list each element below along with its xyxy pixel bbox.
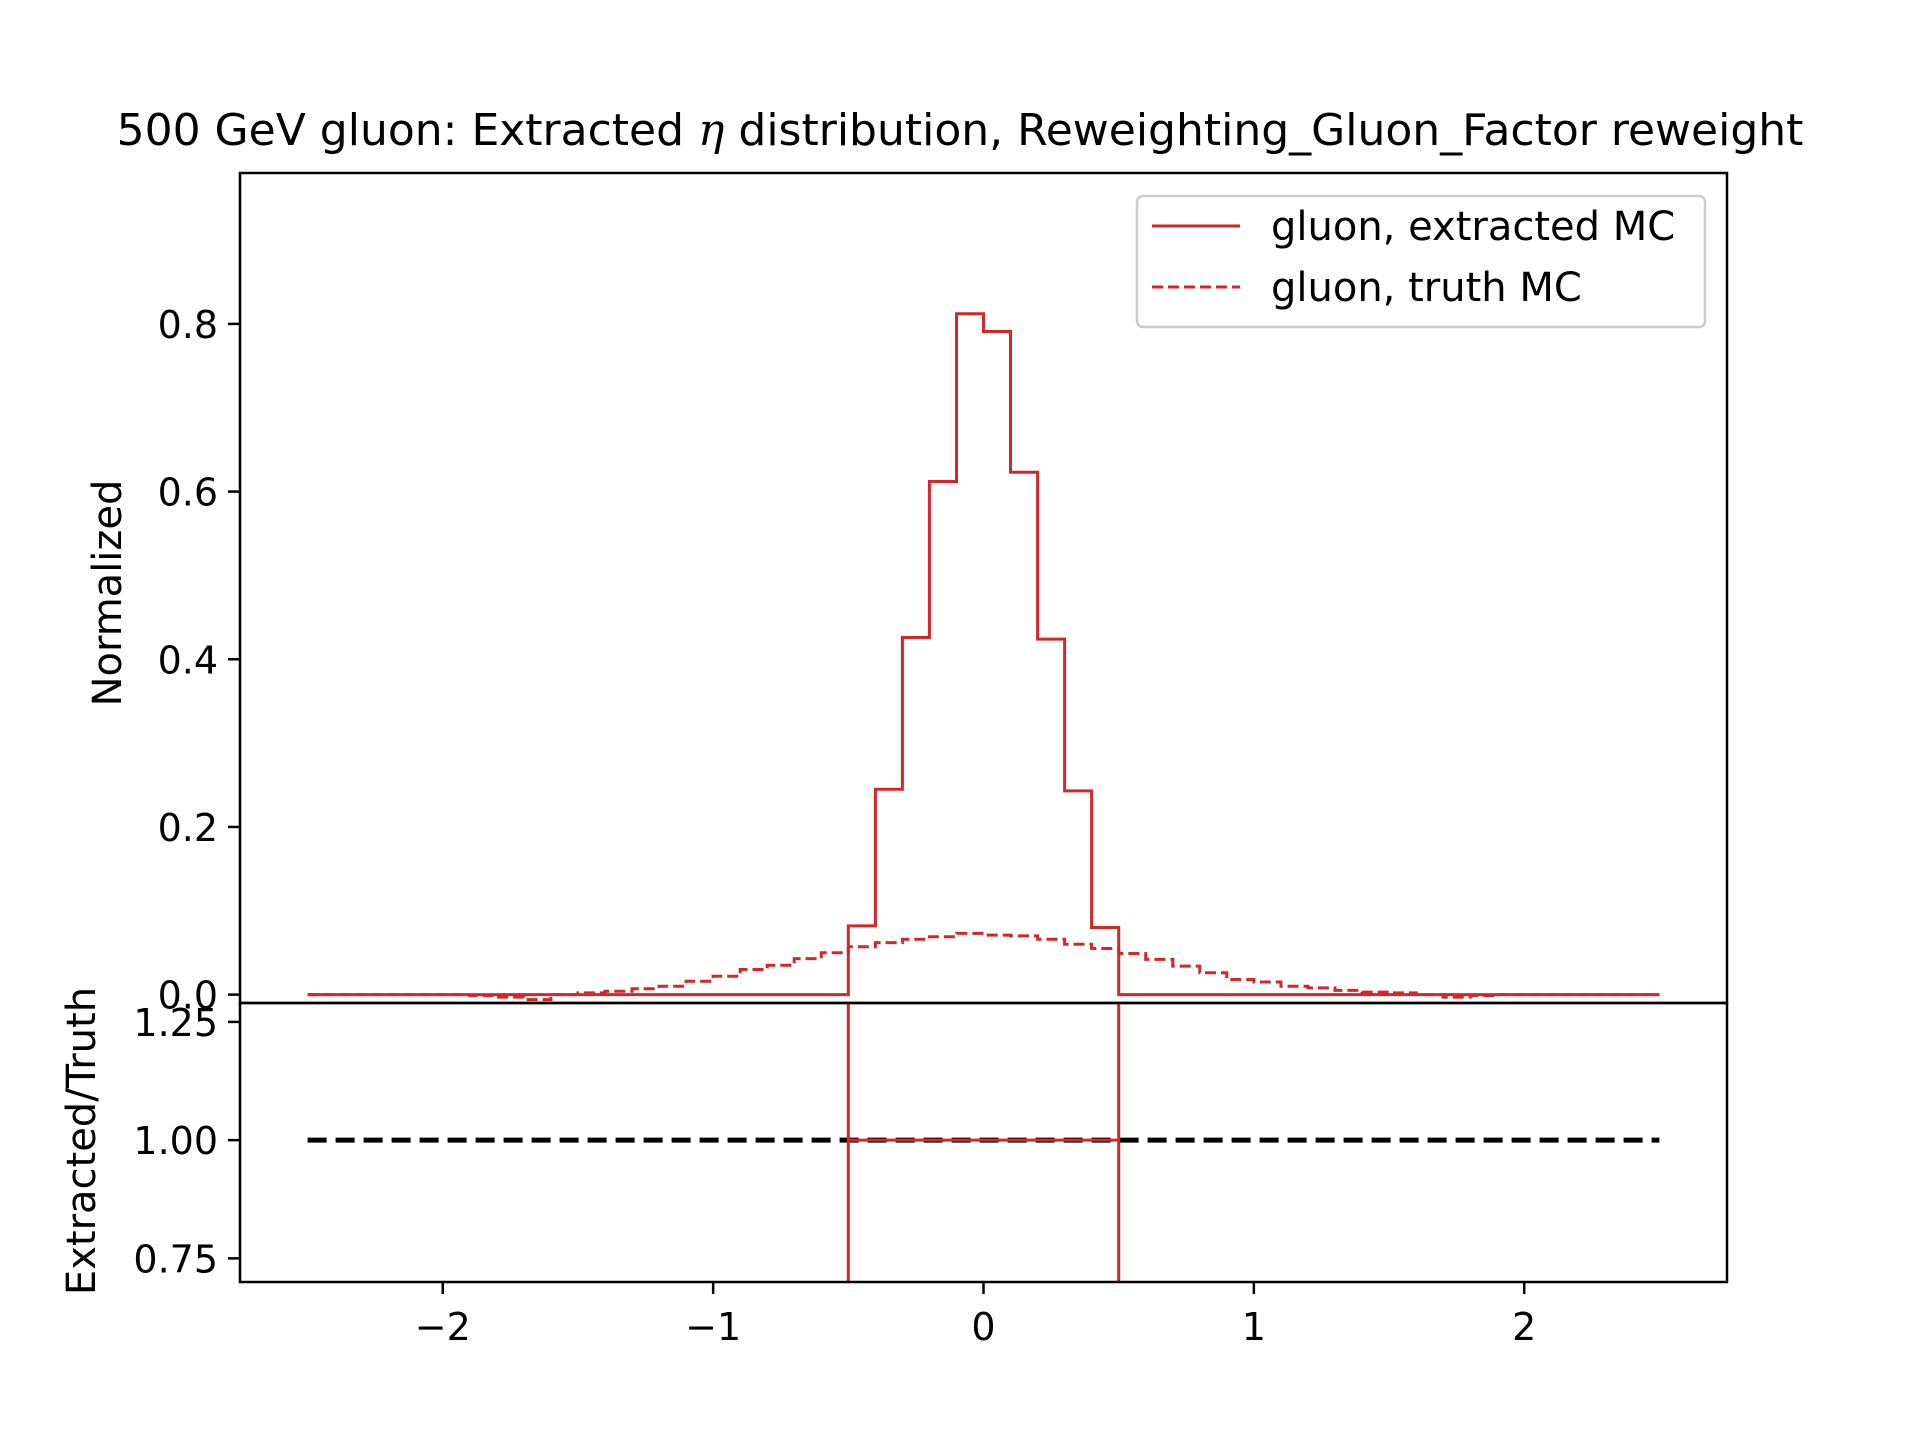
legend-label-extracted: gluon, extracted MC bbox=[1271, 204, 1675, 250]
chart-title: 500 GeV gluon: Extracted η distribution,… bbox=[117, 105, 1804, 156]
x-tick-label: −2 bbox=[415, 1305, 471, 1349]
title-eta-symbol: η bbox=[698, 105, 724, 156]
y-tick-label-ratio: 0.75 bbox=[133, 1237, 218, 1281]
y-tick-label-main: 0.4 bbox=[158, 638, 218, 682]
legend-label-truth: gluon, truth MC bbox=[1271, 265, 1582, 311]
x-tick-label: 1 bbox=[1242, 1305, 1266, 1349]
main-panel: 0.0 0.2 0.4 0.6 0.8 Normalized bbox=[85, 171, 1729, 1018]
main-y-ticks: 0.0 0.2 0.4 0.6 0.8 bbox=[158, 303, 240, 1018]
x-tick-label: −1 bbox=[685, 1305, 741, 1349]
series-line-extracted bbox=[307, 312, 1660, 997]
ratio-panel-frame bbox=[238, 1001, 1729, 1284]
ratio-panel: 0.75 1.00 1.25 −2 −1 0 1 2 Extracted/Truth bbox=[59, 987, 1729, 1349]
title-part-2: distribution, Reweighting_Gluon_Factor r… bbox=[724, 105, 1803, 156]
y-tick-label-main: 0.6 bbox=[158, 471, 218, 515]
y-axis-label-main: Normalized bbox=[85, 480, 131, 707]
y-tick-label-ratio: 1.00 bbox=[133, 1119, 218, 1163]
y-tick-label-ratio: 1.25 bbox=[133, 1001, 218, 1045]
legend-box bbox=[1135, 194, 1707, 329]
y-tick-label-main: 0.8 bbox=[158, 303, 218, 347]
y-tick-label-main: 0.0 bbox=[158, 974, 218, 1018]
x-tick-label: 0 bbox=[971, 1305, 995, 1349]
legend: gluon, extracted MC gluon, truth MC bbox=[1135, 194, 1707, 329]
series-line-ratio bbox=[846, 1003, 1121, 1282]
y-tick-label-main: 0.2 bbox=[158, 806, 218, 850]
y-axis-label-ratio: Extracted/Truth bbox=[59, 987, 105, 1295]
title-part-1: 500 GeV gluon: Extracted bbox=[117, 105, 698, 156]
ratio-y-ticks: 0.75 1.00 1.25 bbox=[133, 1001, 240, 1281]
x-tick-label: 2 bbox=[1512, 1305, 1536, 1349]
ratio-x-ticks: −2 −1 0 1 2 bbox=[415, 1282, 1536, 1349]
